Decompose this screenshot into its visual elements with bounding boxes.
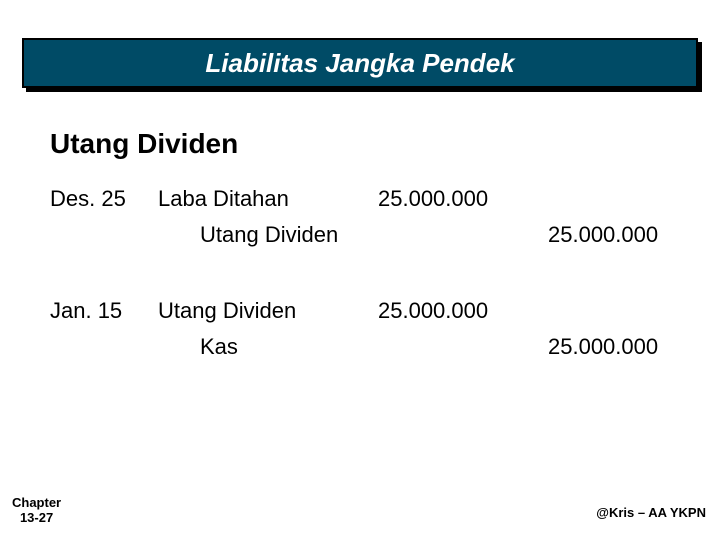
debit-amount: 25.000.000 xyxy=(378,298,548,324)
credit-amount: 25.000.000 xyxy=(548,334,698,360)
debit-amount: 25.000.000 xyxy=(378,186,548,212)
journal-row: Des. 25 Laba Ditahan 25.000.000 xyxy=(50,186,690,222)
journal-row: Utang Dividen 25.000.000 xyxy=(50,222,690,258)
slide-subtitle: Utang Dividen xyxy=(50,128,238,160)
account-name: Kas xyxy=(158,334,378,360)
account-name: Utang Dividen xyxy=(158,298,378,324)
footer-chapter-number: 13-27 xyxy=(12,511,61,526)
spacer xyxy=(50,258,690,298)
slide-title: Liabilitas Jangka Pendek xyxy=(205,48,514,79)
account-name: Utang Dividen xyxy=(158,222,378,248)
credit-amount: 25.000.000 xyxy=(548,222,698,248)
journal-entries: Des. 25 Laba Ditahan 25.000.000 Utang Di… xyxy=(50,186,690,370)
journal-row: Kas 25.000.000 xyxy=(50,334,690,370)
journal-row: Jan. 15 Utang Dividen 25.000.000 xyxy=(50,298,690,334)
account-name: Laba Ditahan xyxy=(158,186,378,212)
entry-date: Des. 25 xyxy=(50,186,158,212)
entry-date: Jan. 15 xyxy=(50,298,158,324)
footer-chapter-label: Chapter xyxy=(12,496,61,511)
footer-credit: @Kris – AA YKPN xyxy=(596,505,706,520)
footer-chapter: Chapter 13-27 xyxy=(12,496,61,526)
slide-title-bar: Liabilitas Jangka Pendek xyxy=(22,38,698,88)
